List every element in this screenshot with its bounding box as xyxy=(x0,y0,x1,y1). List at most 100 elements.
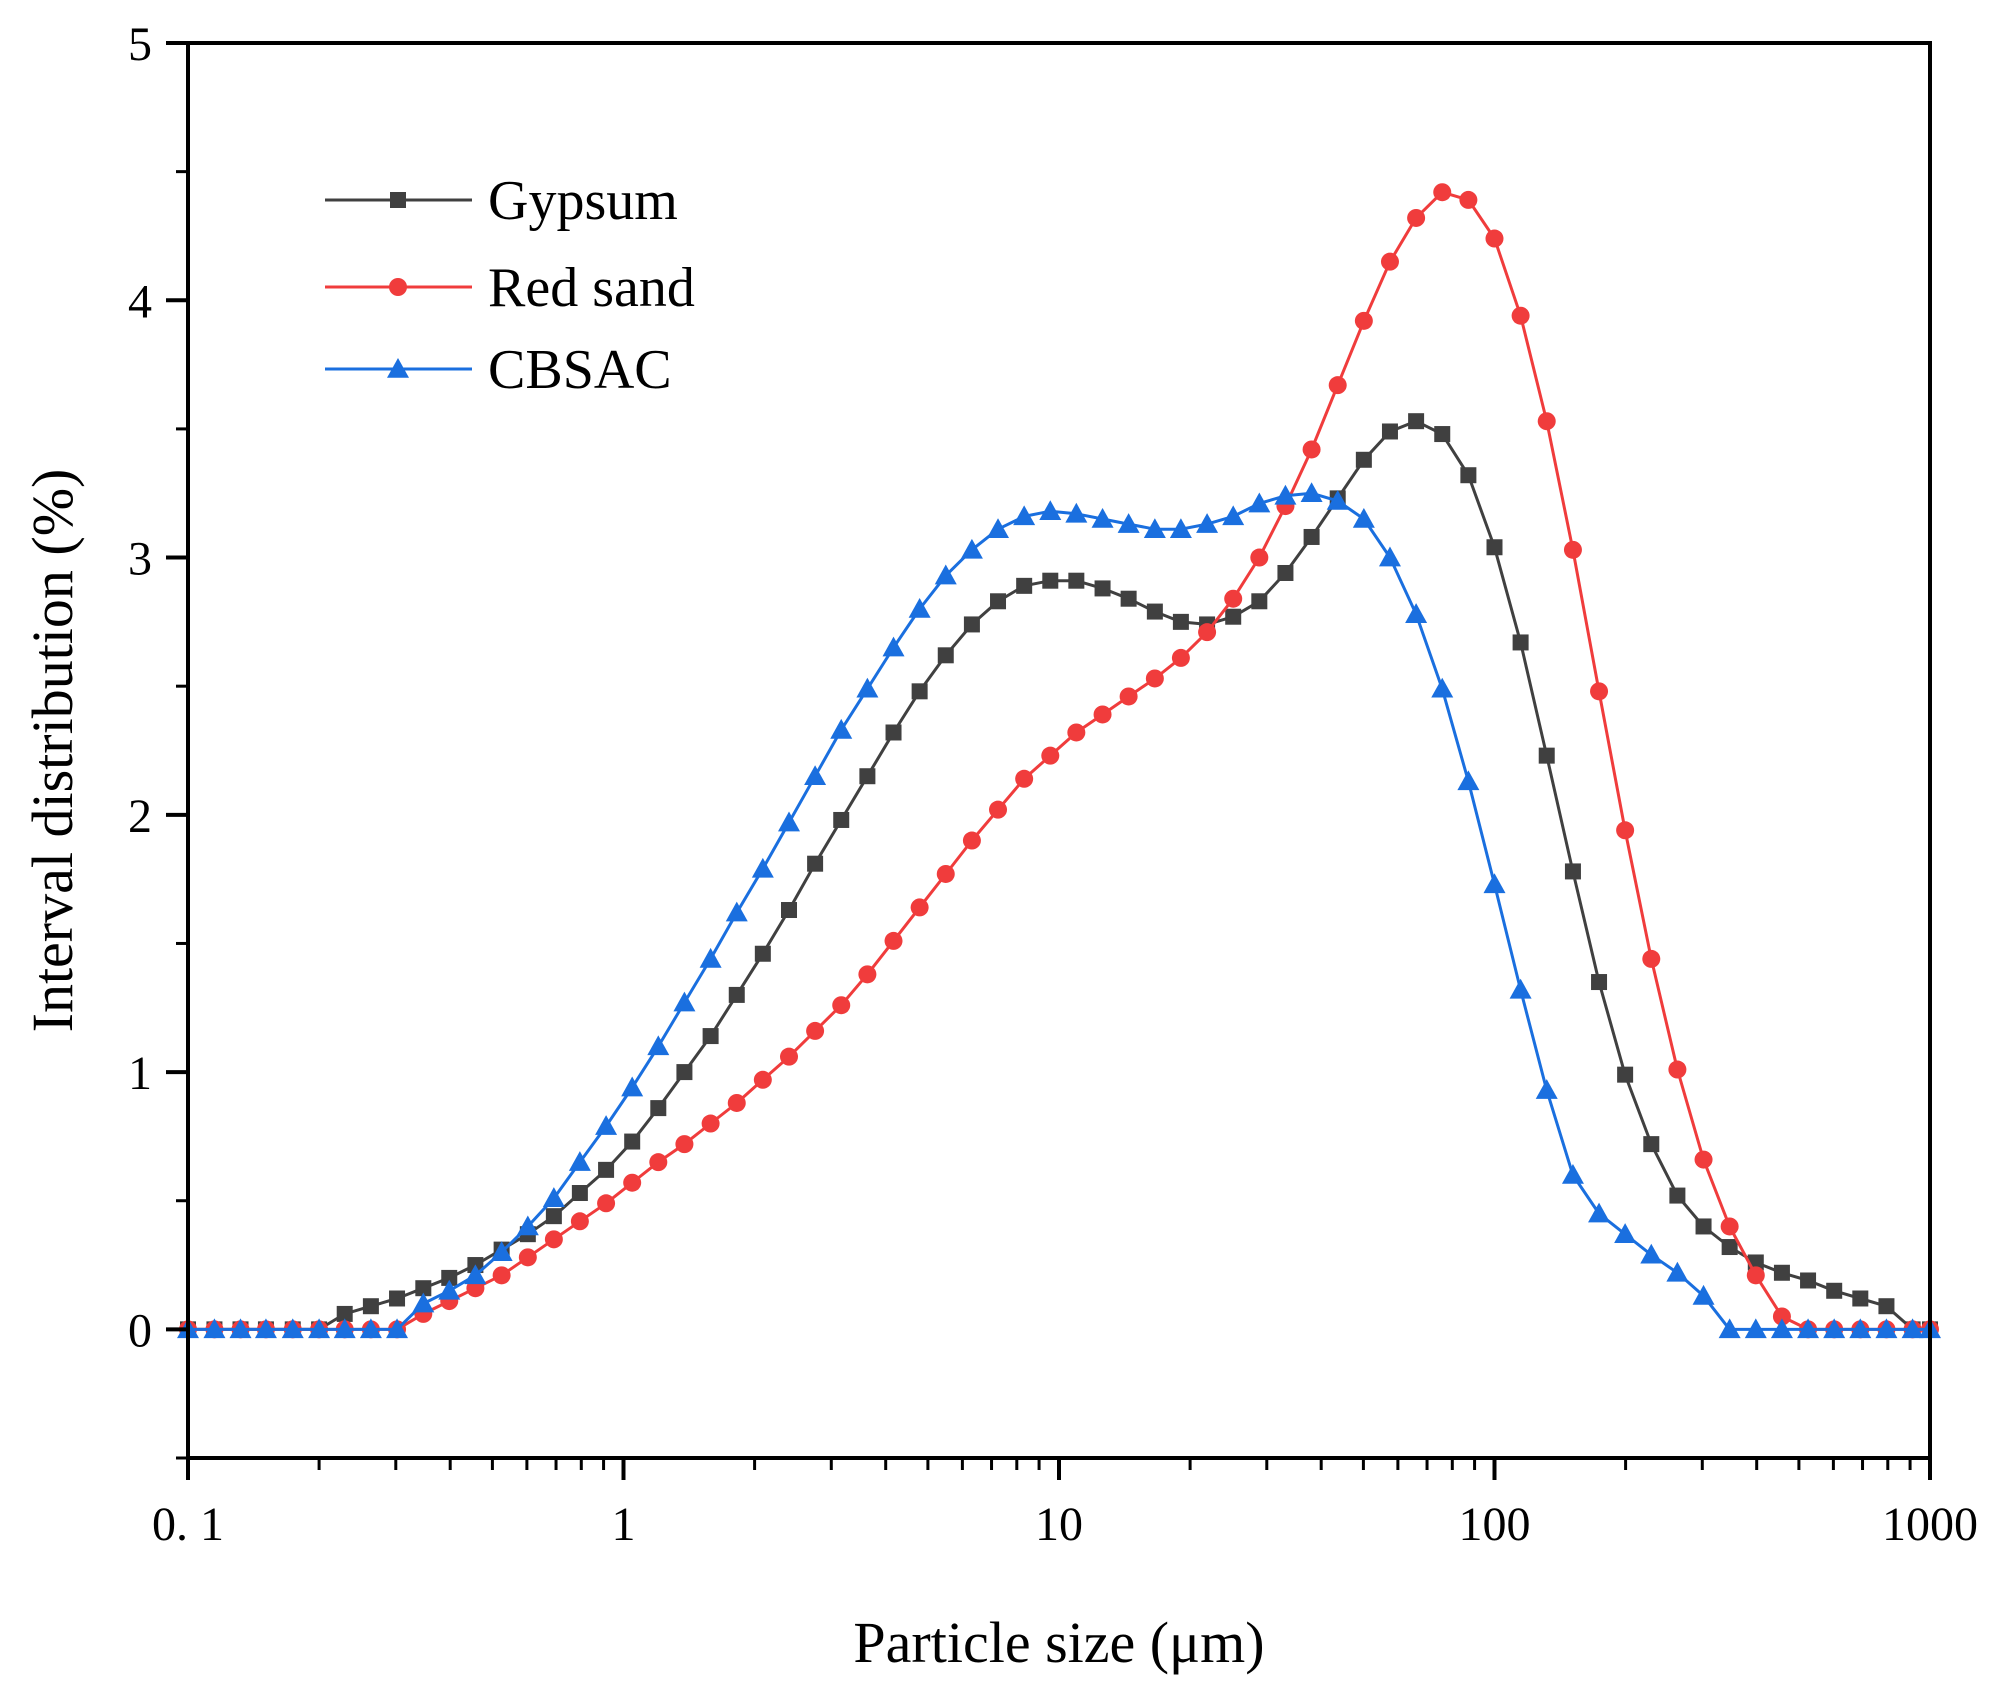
cbsac-point xyxy=(1378,546,1401,567)
cbsac-point xyxy=(1770,1318,1793,1339)
red-sand-point xyxy=(1642,949,1661,968)
gypsum-point xyxy=(1591,974,1608,991)
cbsac-point xyxy=(1875,1318,1898,1339)
series-cbsac xyxy=(177,482,1941,1339)
legend-entry-gypsum: Gypsum xyxy=(325,170,678,232)
cbsac-point xyxy=(464,1264,487,1285)
cbsac-point xyxy=(1013,505,1036,526)
legend-marker xyxy=(387,358,409,378)
cbsac-point xyxy=(490,1241,513,1261)
cbsac-line xyxy=(188,491,1930,1331)
cbsac-point xyxy=(1849,1318,1872,1339)
gypsum-point xyxy=(624,1133,641,1150)
x-tick-label: 10 xyxy=(1035,1498,1083,1551)
gypsum-point xyxy=(598,1161,615,1178)
cbsac-point xyxy=(647,1035,670,1056)
red-sand-point xyxy=(1145,669,1164,688)
red-sand-point xyxy=(727,1093,746,1112)
cbsac-point xyxy=(1274,484,1297,505)
gypsum-line xyxy=(188,419,1930,1331)
red-sand-point xyxy=(1746,1266,1765,1285)
y-tick-label: 5 xyxy=(128,18,152,71)
red-sand-point xyxy=(1459,190,1478,209)
gypsum-point xyxy=(885,724,902,741)
cbsac-point xyxy=(830,718,853,739)
red-sand-point xyxy=(518,1248,537,1267)
gypsum-point xyxy=(676,1064,693,1081)
x-tick-label: 1 xyxy=(612,1498,636,1551)
gypsum-point xyxy=(1434,426,1451,443)
cbsac-point xyxy=(1352,507,1375,528)
cbsac-point xyxy=(1718,1318,1741,1339)
red-sand-point xyxy=(1328,376,1347,395)
red-sand-point xyxy=(1485,229,1504,248)
cbsac-point xyxy=(595,1115,618,1135)
cbsac-point xyxy=(1823,1318,1846,1339)
red-sand-point xyxy=(1590,682,1609,701)
series-red-sand xyxy=(179,183,1939,1339)
red-sand-point xyxy=(597,1194,616,1213)
cbsac-point xyxy=(1744,1318,1767,1339)
gypsum-point xyxy=(990,593,1007,610)
red-sand-point xyxy=(1302,440,1321,459)
cbsac-point xyxy=(1797,1318,1820,1339)
y-tick-label: 2 xyxy=(128,790,152,843)
gypsum-point xyxy=(911,683,928,700)
gypsum-point xyxy=(728,986,745,1003)
cbsac-point xyxy=(1300,482,1323,503)
red-sand-point xyxy=(1119,687,1138,706)
red-sand-point xyxy=(623,1173,642,1192)
gypsum-point xyxy=(1016,577,1033,594)
cbsac-point xyxy=(751,857,774,878)
cbsac-point xyxy=(804,765,827,786)
cbsac-point xyxy=(1614,1223,1637,1243)
cbsac-point xyxy=(1431,677,1454,698)
cbsac-point xyxy=(1065,502,1088,523)
gypsum-point xyxy=(1826,1282,1843,1299)
red-sand-point xyxy=(1720,1217,1739,1236)
gypsum-point xyxy=(963,616,980,633)
cbsac-point xyxy=(934,564,957,585)
gypsum-point xyxy=(859,768,876,785)
gypsum-point xyxy=(807,855,824,872)
red-sand-point xyxy=(753,1070,772,1089)
legend: Gypsum Red sand CBSAC xyxy=(325,170,695,401)
cbsac-point xyxy=(1640,1243,1663,1264)
gypsum-point xyxy=(1303,528,1320,545)
cbsac-point xyxy=(333,1318,356,1339)
cbsac-point xyxy=(1901,1318,1924,1339)
legend-label: Red sand xyxy=(488,257,695,319)
cbsac-point xyxy=(1666,1261,1689,1282)
gypsum-point xyxy=(833,811,850,828)
x-tick-label: 0. 1 xyxy=(152,1498,224,1551)
gypsum-point xyxy=(1355,451,1372,468)
gypsum-point xyxy=(1721,1239,1738,1256)
cbsac-point xyxy=(386,1318,409,1339)
cbsac-point xyxy=(1196,513,1219,533)
legend-label: Gypsum xyxy=(488,170,678,232)
red-sand-point xyxy=(1563,540,1582,559)
gypsum-point xyxy=(1251,593,1268,610)
gypsum-point xyxy=(1277,564,1294,581)
gypsum-point xyxy=(1486,539,1503,556)
red-sand-point xyxy=(1616,821,1635,840)
gypsum-point xyxy=(1146,603,1163,620)
gypsum-point xyxy=(1172,613,1189,630)
gypsum-point xyxy=(702,1028,719,1045)
gypsum-point xyxy=(1225,608,1242,625)
cbsac-point xyxy=(621,1076,644,1097)
cbsac-point xyxy=(1483,873,1506,894)
cbsac-point xyxy=(359,1318,382,1339)
cbsac-point xyxy=(778,811,801,832)
x-tick-label: 1000 xyxy=(1882,1498,1978,1551)
cbsac-point xyxy=(1143,518,1166,539)
ticks-layer: 0. 1 1 10 100 1000 0 1 2 3 4 5 xyxy=(128,18,1978,1551)
cbsac-point xyxy=(203,1318,226,1339)
legend-marker xyxy=(390,192,406,208)
gypsum-point xyxy=(1042,572,1059,589)
red-sand-point xyxy=(910,898,929,917)
cbsac-point xyxy=(908,598,931,618)
cbsac-point xyxy=(1326,489,1349,510)
cbsac-point xyxy=(1509,978,1532,999)
